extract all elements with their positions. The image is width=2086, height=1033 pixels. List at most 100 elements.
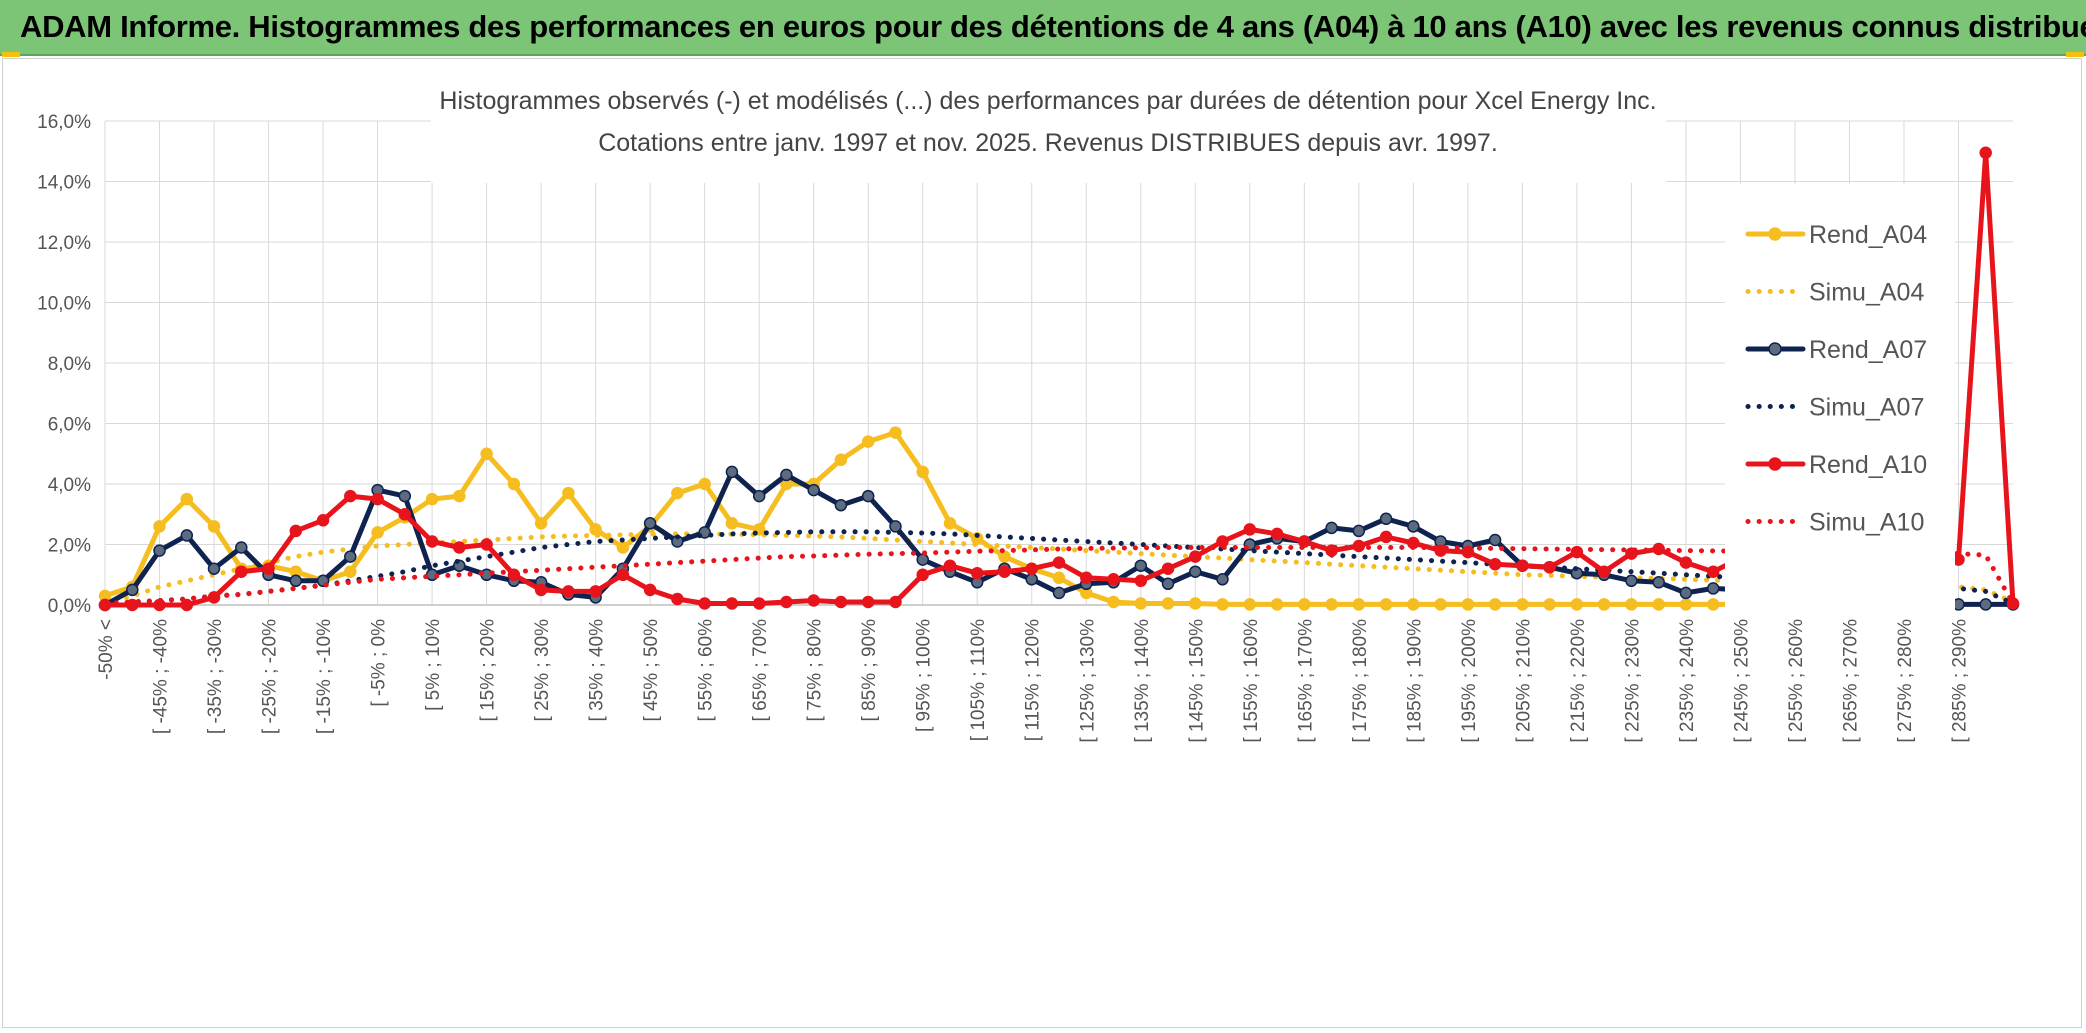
data-point-Rend_A10 [371, 492, 384, 506]
data-point-Rend_A10 [1107, 573, 1120, 586]
x-tick-label: -50% < [96, 619, 117, 680]
data-point-Rend_A10 [1379, 530, 1393, 544]
data-point-Rend_A10 [807, 594, 820, 607]
data-point-Rend_A07 [1407, 520, 1420, 533]
series-line-Simu_A10 [102, 545, 2016, 606]
x-tick-label: [ 125% ; 130% [1077, 619, 1098, 743]
corner-mark-left [2, 52, 20, 57]
data-point-Rend_A04 [1434, 598, 1447, 611]
x-tick-label: [ 35% ; 40% [587, 619, 608, 722]
x-tick-label: [ 255% ; 260% [1786, 619, 1807, 743]
legend-item-Rend_A04: Rend_A04 [1745, 221, 1927, 249]
data-point-Rend_A07 [1189, 565, 1202, 578]
legend-marker [1768, 457, 1782, 471]
data-point-Rend_A04 [1052, 571, 1066, 585]
data-point-Rend_A07 [916, 553, 929, 566]
data-point-Rend_A04 [1679, 598, 1693, 611]
x-tick-label: [ 5% ; 10% [423, 619, 444, 711]
data-point-Rend_A07 [889, 520, 902, 533]
data-point-Rend_A04 [1597, 598, 1611, 611]
data-point-Rend_A10 [1080, 571, 1093, 585]
data-point-Rend_A04 [1407, 598, 1420, 611]
series-Rend_A04 [98, 426, 1802, 611]
data-point-Rend_A10 [970, 566, 984, 580]
x-axis-ticks: -50% < [ -45% ; -40% [ -35% ; -30% [ -25% ;… [96, 619, 1970, 743]
data-point-Rend_A07 [1052, 586, 1066, 600]
x-tick-label: [ 215% ; 220% [1568, 619, 1589, 743]
data-point-Rend_A04 [480, 447, 493, 461]
data-point-Rend_A10 [180, 598, 194, 612]
data-point-Rend_A10 [643, 583, 657, 597]
data-point-Rend_A10 [780, 595, 793, 609]
legend-item-Simu_A10: Simu_A10 [1745, 509, 1924, 537]
data-point-Rend_A10 [480, 538, 493, 551]
data-point-Rend_A07 [1625, 574, 1638, 588]
data-point-Rend_A10 [1134, 574, 1148, 588]
data-point-Rend_A04 [1270, 598, 1284, 611]
x-tick-label: [ 245% ; 250% [1731, 619, 1752, 743]
legend-background [1725, 184, 1955, 614]
report-title: ADAM Informe. Histogrammes des performan… [20, 9, 2086, 44]
histogram-chart: 0,0% 2,0% 4,0% 6,0% 8,0% 10,0% 12,0% 14,0% 16,0%… [37, 79, 2020, 743]
data-point-Rend_A04 [1134, 597, 1148, 610]
legend: Rend_A04 Simu_A04 Rend_A07 Simu_A07 Rend_A10… [1725, 184, 1955, 614]
data-point-Rend_A10 [1516, 559, 1529, 572]
data-point-Rend_A10 [1979, 146, 1992, 160]
data-point-Rend_A04 [1107, 595, 1120, 609]
data-point-Rend_A07 [807, 483, 820, 497]
data-point-Rend_A10 [235, 565, 248, 578]
legend-marker [1768, 227, 1782, 241]
data-point-Rend_A07 [289, 574, 303, 588]
data-point-Rend_A07 [1216, 573, 1229, 586]
x-tick-label: [ 15% ; 20% [478, 619, 499, 722]
data-point-Rend_A04 [1625, 598, 1638, 611]
data-point-Rend_A10 [861, 595, 875, 609]
data-point-Rend_A04 [425, 492, 439, 506]
y-tick-label: 10,0% [37, 294, 91, 315]
data-point-Rend_A07 [643, 517, 657, 530]
data-point-Rend_A04 [1461, 598, 1475, 611]
data-point-Rend_A10 [1052, 556, 1066, 569]
data-point-Rend_A04 [207, 520, 221, 533]
data-point-Rend_A04 [589, 523, 602, 536]
x-tick-label: [ 265% ; 270% [1840, 619, 1861, 743]
legend-item-Simu_A07: Simu_A07 [1745, 394, 1924, 422]
legend-label: Rend_A04 [1809, 221, 1927, 249]
data-point-Rend_A10 [453, 541, 466, 554]
data-point-Rend_A10 [1679, 556, 1693, 569]
data-point-Rend_A10 [534, 583, 548, 597]
data-point-Rend_A10 [589, 585, 602, 598]
x-tick-label: [ 195% ; 200% [1459, 619, 1480, 743]
data-point-Rend_A10 [289, 524, 303, 538]
data-point-Rend_A04 [998, 550, 1011, 563]
data-point-Rend_A07 [153, 544, 166, 557]
series-line-Simu_A04 [102, 531, 2016, 606]
data-point-Rend_A04 [1516, 598, 1529, 611]
x-tick-label: [ 95% ; 100% [914, 619, 935, 732]
x-tick-label: [ 205% ; 210% [1513, 619, 1534, 743]
legend-label: Simu_A04 [1809, 279, 1924, 307]
corner-mark-right [2066, 52, 2084, 57]
title-background [431, 79, 1666, 183]
data-point-Rend_A04 [616, 541, 630, 554]
x-tick-label: [ -35% ; -30% [205, 619, 226, 734]
data-point-Rend_A10 [998, 565, 1011, 578]
x-tick-label: [ 185% ; 190% [1404, 619, 1425, 743]
legend-label: Rend_A10 [1809, 451, 1927, 479]
x-tick-label: [ 85% ; 90% [859, 619, 880, 722]
legend-label: Simu_A07 [1809, 394, 1924, 422]
series-Simu_A10 [102, 545, 2016, 606]
data-point-Rend_A10 [425, 535, 439, 548]
data-point-Rend_A10 [562, 585, 575, 598]
data-point-Rend_A04 [1652, 598, 1665, 611]
data-point-Rend_A07 [235, 541, 248, 554]
data-point-Rend_A04 [153, 520, 166, 533]
series-line-Simu_A07 [102, 529, 2016, 607]
data-point-Rend_A10 [616, 568, 630, 582]
data-point-Rend_A07 [398, 489, 412, 503]
data-point-Rend_A04 [1298, 598, 1311, 611]
y-axis-ticks: 0,0% 2,0% 4,0% 6,0% 8,0% 10,0% 12,0% 14,0% 16,0% [37, 112, 91, 617]
data-point-Rend_A04 [507, 477, 521, 491]
x-tick-label: [ 135% ; 140% [1132, 619, 1153, 743]
data-point-Rend_A04 [725, 517, 739, 530]
